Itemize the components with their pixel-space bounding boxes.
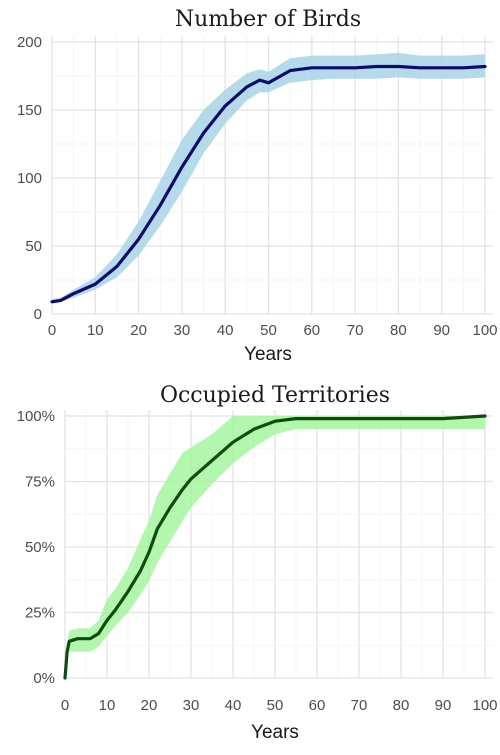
x-tick-label: 20 bbox=[141, 697, 158, 714]
y-tick-label: 50% bbox=[25, 539, 55, 556]
x-tick-label: 50 bbox=[267, 697, 284, 714]
x-axis-label: Years bbox=[251, 722, 299, 743]
x-tick-label: 30 bbox=[183, 697, 200, 714]
y-tick-labels: 0% 25% 50% 75% 100% bbox=[17, 408, 55, 687]
y-tick-labels: 0 50 100 150 200 bbox=[17, 34, 42, 323]
x-tick-label: 30 bbox=[174, 322, 191, 339]
x-tick-labels: 0 10 20 30 40 50 60 70 80 90 100 bbox=[61, 697, 498, 714]
grid bbox=[65, 410, 493, 678]
x-tick-label: 90 bbox=[433, 322, 450, 339]
x-tick-label: 60 bbox=[309, 697, 326, 714]
x-tick-label: 50 bbox=[260, 322, 277, 339]
y-tick-label: 100 bbox=[17, 170, 42, 187]
x-tick-label: 80 bbox=[390, 322, 407, 339]
x-tick-label: 0 bbox=[61, 697, 69, 714]
y-tick-label: 100% bbox=[17, 408, 55, 425]
y-tick-label: 150 bbox=[17, 102, 42, 119]
x-tick-label: 70 bbox=[347, 322, 364, 339]
y-tick-label: 0 bbox=[34, 306, 42, 323]
x-tick-label: 10 bbox=[87, 322, 104, 339]
x-tick-label: 60 bbox=[303, 322, 320, 339]
x-tick-label: 70 bbox=[351, 697, 368, 714]
x-tick-label: 0 bbox=[48, 322, 56, 339]
x-tick-label: 40 bbox=[225, 697, 242, 714]
y-tick-label: 25% bbox=[25, 605, 55, 622]
panel-title: Occupied Territories bbox=[160, 383, 390, 408]
y-tick-label: 200 bbox=[17, 34, 42, 51]
x-tick-label: 10 bbox=[99, 697, 116, 714]
x-tick-labels: 0 10 20 30 40 50 60 70 80 90 100 bbox=[48, 322, 498, 339]
y-tick-label: 0% bbox=[33, 670, 55, 687]
x-tick-label: 90 bbox=[435, 697, 452, 714]
x-tick-label: 40 bbox=[217, 322, 234, 339]
y-tick-label: 50 bbox=[25, 238, 42, 255]
x-tick-label: 80 bbox=[393, 697, 410, 714]
x-axis-label: Years bbox=[244, 344, 292, 365]
panel-occupied-territories: Occupied Territories 0% 25% 50% 75% 100% 0 10… bbox=[17, 383, 498, 743]
x-tick-label: 20 bbox=[130, 322, 147, 339]
panel-number-of-birds: Number of Birds 0 50 100 150 200 0 10 20 30 40 50… bbox=[17, 7, 498, 365]
panel-title: Number of Birds bbox=[175, 7, 361, 32]
x-tick-label: 100 bbox=[472, 697, 497, 714]
y-tick-label: 75% bbox=[25, 474, 55, 491]
x-tick-label: 100 bbox=[472, 322, 497, 339]
